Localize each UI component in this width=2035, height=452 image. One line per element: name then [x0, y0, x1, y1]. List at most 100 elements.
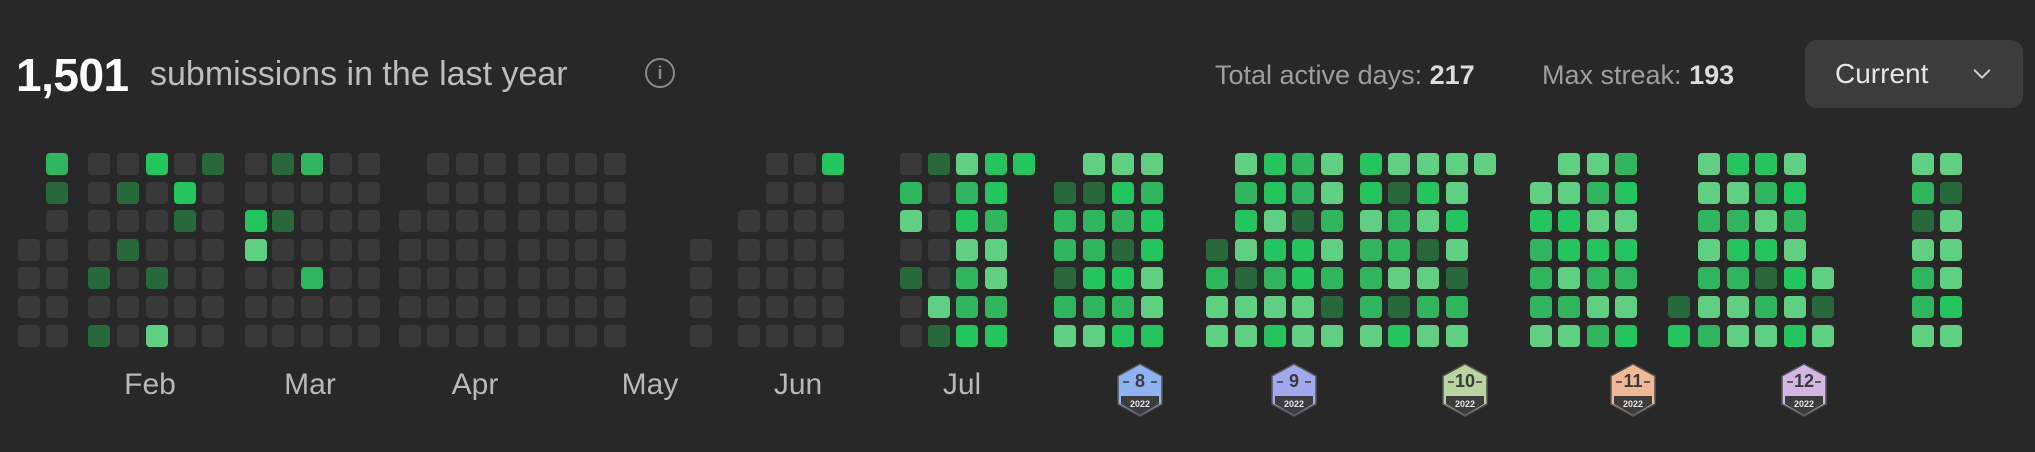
heatmap-day-cell[interactable]	[1784, 324, 1806, 347]
heatmap-day-cell[interactable]	[1698, 238, 1720, 261]
heatmap-day-cell[interactable]	[1054, 238, 1076, 261]
heatmap-day-cell[interactable]	[1141, 153, 1163, 175]
heatmap-day-cell[interactable]	[117, 238, 139, 261]
heatmap-day-cell[interactable]	[766, 324, 788, 347]
heatmap-day-cell[interactable]	[427, 181, 449, 204]
heatmap-day-cell[interactable]	[484, 324, 506, 347]
heatmap-day-cell[interactable]	[1360, 324, 1382, 347]
heatmap-day-cell[interactable]	[604, 267, 626, 290]
heatmap-day-cell[interactable]	[575, 296, 597, 318]
heatmap-day-cell[interactable]	[1321, 210, 1343, 233]
heatmap-day-cell[interactable]	[604, 324, 626, 347]
heatmap-day-cell[interactable]	[822, 238, 844, 261]
heatmap-day-cell[interactable]	[1912, 181, 1934, 204]
heatmap-day-cell[interactable]	[1388, 296, 1410, 318]
heatmap-day-cell[interactable]	[1206, 238, 1228, 261]
heatmap-day-cell[interactable]	[928, 324, 950, 347]
heatmap-day-cell[interactable]	[330, 238, 352, 261]
heatmap-day-cell[interactable]	[766, 238, 788, 261]
heatmap-day-cell[interactable]	[1083, 324, 1105, 347]
heatmap-day-cell[interactable]	[1360, 296, 1382, 318]
heatmap-day-cell[interactable]	[1206, 267, 1228, 290]
heatmap-day-cell[interactable]	[1417, 210, 1439, 233]
heatmap-day-cell[interactable]	[518, 181, 540, 204]
heatmap-day-cell[interactable]	[245, 210, 267, 233]
heatmap-day-cell[interactable]	[1235, 238, 1257, 261]
heatmap-day-cell[interactable]	[1321, 267, 1343, 290]
heatmap-day-cell[interactable]	[822, 267, 844, 290]
heatmap-day-cell[interactable]	[928, 238, 950, 261]
heatmap-day-cell[interactable]	[117, 296, 139, 318]
heatmap-day-cell[interactable]	[399, 238, 421, 261]
heatmap-day-cell[interactable]	[46, 153, 68, 175]
heatmap-day-cell[interactable]	[1615, 238, 1637, 261]
heatmap-day-cell[interactable]	[88, 210, 110, 233]
heatmap-day-cell[interactable]	[1558, 324, 1580, 347]
heatmap-day-cell[interactable]	[174, 210, 196, 233]
heatmap-day-cell[interactable]	[518, 210, 540, 233]
heatmap-day-cell[interactable]	[1784, 267, 1806, 290]
heatmap-day-cell[interactable]	[1388, 153, 1410, 175]
heatmap-day-cell[interactable]	[1141, 296, 1163, 318]
heatmap-day-cell[interactable]	[1615, 181, 1637, 204]
heatmap-day-cell[interactable]	[1446, 238, 1468, 261]
heatmap-day-cell[interactable]	[1446, 181, 1468, 204]
heatmap-day-cell[interactable]	[1698, 153, 1720, 175]
heatmap-day-cell[interactable]	[117, 181, 139, 204]
heatmap-day-cell[interactable]	[928, 267, 950, 290]
heatmap-day-cell[interactable]	[1264, 238, 1286, 261]
heatmap-day-cell[interactable]	[46, 324, 68, 347]
heatmap-day-cell[interactable]	[301, 267, 323, 290]
heatmap-day-cell[interactable]	[1530, 181, 1552, 204]
heatmap-day-cell[interactable]	[1812, 267, 1834, 290]
heatmap-day-cell[interactable]	[330, 267, 352, 290]
heatmap-day-cell[interactable]	[1727, 210, 1749, 233]
heatmap-day-cell[interactable]	[146, 267, 168, 290]
heatmap-day-cell[interactable]	[1292, 296, 1314, 318]
heatmap-day-cell[interactable]	[272, 324, 294, 347]
heatmap-day-cell[interactable]	[575, 153, 597, 175]
heatmap-day-cell[interactable]	[985, 210, 1007, 233]
heatmap-day-cell[interactable]	[985, 267, 1007, 290]
heatmap-day-cell[interactable]	[690, 296, 712, 318]
heatmap-day-cell[interactable]	[1292, 238, 1314, 261]
heatmap-day-cell[interactable]	[985, 153, 1007, 175]
heatmap-day-cell[interactable]	[301, 181, 323, 204]
heatmap-day-cell[interactable]	[1388, 181, 1410, 204]
heatmap-day-cell[interactable]	[46, 210, 68, 233]
heatmap-day-cell[interactable]	[1321, 238, 1343, 261]
heatmap-day-cell[interactable]	[117, 324, 139, 347]
heatmap-day-cell[interactable]	[146, 181, 168, 204]
heatmap-day-cell[interactable]	[1013, 153, 1035, 175]
heatmap-day-cell[interactable]	[1235, 153, 1257, 175]
heatmap-day-cell[interactable]	[1558, 210, 1580, 233]
heatmap-day-cell[interactable]	[358, 324, 380, 347]
heatmap-day-cell[interactable]	[272, 181, 294, 204]
heatmap-day-cell[interactable]	[1141, 324, 1163, 347]
heatmap-day-cell[interactable]	[1784, 153, 1806, 175]
heatmap-day-cell[interactable]	[174, 153, 196, 175]
heatmap-day-cell[interactable]	[1235, 267, 1257, 290]
heatmap-day-cell[interactable]	[1940, 267, 1962, 290]
heatmap-day-cell[interactable]	[456, 296, 478, 318]
heatmap-day-cell[interactable]	[1558, 181, 1580, 204]
heatmap-day-cell[interactable]	[272, 210, 294, 233]
heatmap-day-cell[interactable]	[822, 181, 844, 204]
heatmap-day-cell[interactable]	[1784, 296, 1806, 318]
heatmap-day-cell[interactable]	[1388, 267, 1410, 290]
heatmap-day-cell[interactable]	[484, 267, 506, 290]
heatmap-day-cell[interactable]	[1698, 181, 1720, 204]
heatmap-day-cell[interactable]	[1292, 324, 1314, 347]
heatmap-day-cell[interactable]	[245, 324, 267, 347]
heatmap-day-cell[interactable]	[427, 238, 449, 261]
heatmap-day-cell[interactable]	[1587, 210, 1609, 233]
heatmap-day-cell[interactable]	[174, 238, 196, 261]
heatmap-day-cell[interactable]	[1112, 296, 1134, 318]
heatmap-day-cell[interactable]	[1054, 296, 1076, 318]
heatmap-day-cell[interactable]	[1755, 181, 1777, 204]
heatmap-day-cell[interactable]	[604, 181, 626, 204]
heatmap-day-cell[interactable]	[1446, 210, 1468, 233]
heatmap-day-cell[interactable]	[794, 181, 816, 204]
heatmap-day-cell[interactable]	[202, 267, 224, 290]
heatmap-day-cell[interactable]	[117, 153, 139, 175]
